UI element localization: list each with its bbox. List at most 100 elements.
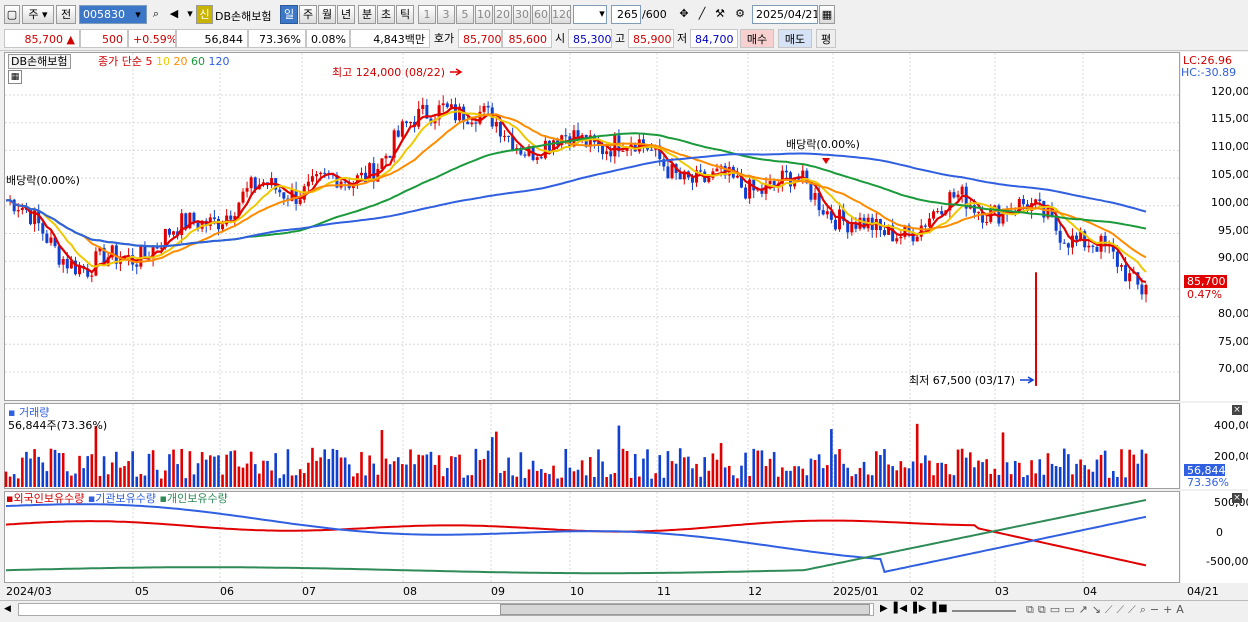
draw-icon[interactable]: ╱ [698,7,706,20]
volume-bar [560,477,563,487]
tab-tick[interactable]: 틱 [396,5,414,24]
volume-bar [952,475,956,487]
volume-bar [454,457,457,487]
custom-interval-input[interactable] [573,5,607,24]
price-candle [16,210,20,212]
price-candle [310,176,314,182]
volume-bar [825,465,829,487]
volume-bar [445,468,449,487]
volume-bar [1054,466,1058,487]
zoom-slider[interactable] [952,606,1016,612]
tab-minute[interactable]: 분 [358,5,376,24]
tab-week[interactable]: 주 [299,5,317,24]
volume-panel[interactable] [4,403,1180,489]
volume-bar [274,453,277,487]
price-candle [678,173,682,180]
open-price: 85,300 [568,29,612,48]
date-input[interactable]: 2025/04/21 [752,5,818,24]
volume-bar [376,474,380,487]
tab-year[interactable]: 년 [337,5,355,24]
x-label: 05 [135,585,149,598]
buy-button[interactable]: 매수 [740,29,774,48]
speaker-icon[interactable]: ◀ [169,7,179,20]
volume-bar [188,451,192,487]
calendar-icon[interactable]: ▦ [819,5,835,24]
volume-bar [719,443,723,487]
interval-120[interactable]: 120 [551,5,571,24]
price-candle [425,104,429,119]
price-candle [241,191,245,203]
stock-code-input[interactable]: 005830 [79,5,147,24]
volume-bar [8,476,12,487]
price-candle [1140,284,1144,295]
tool-icons[interactable]: ⧉⧉▭▭↗↘⟋⟋⟋⌕−+A [1026,603,1188,616]
price-candle [233,215,237,220]
tools-icon[interactable]: ⚒ [715,7,725,20]
search-icon[interactable]: ⌕ [152,7,160,20]
interval-30[interactable]: 30 [513,5,531,24]
volume-bar [1026,475,1029,487]
volume-bar [147,453,151,487]
volume-bar [850,476,854,487]
tab-month[interactable]: 월 [318,5,336,24]
volume-bar [1103,450,1107,487]
volume-bar [168,454,171,487]
close-icon[interactable]: × [1232,405,1242,415]
bid-label: 호가 [430,29,458,48]
period-dropdown[interactable]: 주 ▾ [22,5,54,24]
price-candle [637,139,641,152]
price-candle [462,106,466,122]
price-candle [707,177,711,182]
gear-icon[interactable]: ⚙ [735,7,745,20]
playback-controls[interactable]: ▶▐◀▐▶▐■ [880,603,950,614]
interval-1[interactable]: 1 [418,5,436,24]
volume-bar [1107,477,1111,487]
close-icon[interactable]: × [1232,493,1242,503]
volume-bar [65,471,69,487]
table-icon[interactable]: ▦ [8,70,22,84]
volume-bar [1083,465,1087,487]
chevron-down-icon[interactable]: ▾ [599,7,605,20]
volume-bar [1071,474,1074,487]
scroll-left-arrow[interactable]: ◀ [4,604,11,614]
interval-5[interactable]: 5 [456,5,474,24]
ma-5-label: 5 [145,55,153,68]
x-label: 2025/01 [833,585,879,598]
volume-bar [891,466,894,487]
volume-bar [110,462,114,487]
tab-day[interactable]: 일 [280,5,298,24]
interval-20[interactable]: 20 [494,5,512,24]
volume-bar [470,475,474,487]
price-candle [838,209,842,230]
window-icon[interactable]: ▢ [4,5,20,24]
price-candle [801,170,805,180]
price-candle [245,188,249,192]
interval-3[interactable]: 3 [437,5,455,24]
count-input[interactable]: 265 [611,5,641,24]
x-label: 2024/03 [6,585,52,598]
price-candle [159,247,163,249]
chevron-down-icon[interactable]: ▾ [135,8,141,21]
volume-bar [119,467,122,487]
price-candle [229,215,233,220]
volume-bar [981,462,984,487]
price-candle [163,228,167,248]
chevron-down-icon[interactable]: ▾ [187,7,193,20]
sell-button[interactable]: 매도 [778,29,812,48]
price-candle [1034,199,1038,204]
crosshair-icon[interactable]: ✥ [679,7,689,20]
volume-bar [86,456,90,487]
interval-60[interactable]: 60 [532,5,550,24]
volume-bar [331,448,335,487]
eval-button[interactable]: 평 [816,29,836,48]
scroll-thumb[interactable] [500,604,870,615]
institution-holding-line [5,503,1147,574]
interval-10[interactable]: 10 [475,5,493,24]
tab-second[interactable]: 초 [377,5,395,24]
volume-bar [523,478,527,487]
prev-button[interactable]: 전 [56,5,76,24]
volume-bar [768,458,772,487]
price-candle [151,247,155,259]
price-candle [854,224,858,229]
volume-bar [466,475,470,487]
